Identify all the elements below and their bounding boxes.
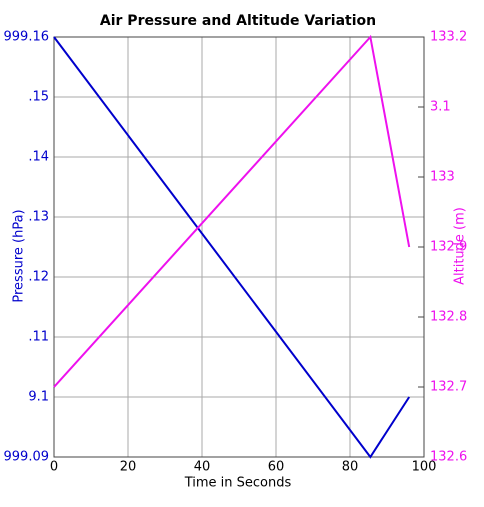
- x-tick-label: 20: [120, 460, 137, 475]
- y-axis-label: Pressure (hPa): [12, 209, 27, 302]
- x-tick-label: 40: [194, 460, 211, 475]
- y2-axis-label: Altitude (m): [453, 207, 468, 285]
- x-tick-label: 100: [412, 460, 437, 475]
- y2-tick-label: 132.7: [430, 380, 467, 395]
- y-tick-label: 9.1: [28, 390, 49, 405]
- y-tick-label: .14: [28, 150, 49, 165]
- y2-tick-label: 132.9: [430, 240, 467, 255]
- y-tick-label: .13: [28, 210, 49, 225]
- series-line: [53, 34, 411, 388]
- y-tick-label: .11: [28, 330, 49, 345]
- chart-title: Air Pressure and Altitude Variation: [100, 13, 376, 29]
- x-tick-label: 80: [342, 460, 359, 475]
- y2-tick-label: 133.2: [430, 30, 467, 45]
- y-tick-label: .15: [28, 90, 49, 105]
- y-tick-label: .12: [28, 270, 49, 285]
- y-tick-label: 999.16: [4, 30, 50, 45]
- series-line: [53, 36, 411, 459]
- y2-tick-label: 132.8: [430, 310, 467, 325]
- x-tick-label: 60: [268, 460, 285, 475]
- x-tick-label: 0: [50, 460, 58, 475]
- x-axis-label: Time in Seconds: [184, 476, 292, 491]
- y2-tick-label: 3.1: [430, 100, 451, 115]
- plot-frame: [53, 36, 425, 458]
- y2-tick-label: 132.6: [430, 450, 467, 465]
- y-tick-label: 999.09: [4, 450, 50, 465]
- y2-tick-label: 133: [430, 170, 455, 185]
